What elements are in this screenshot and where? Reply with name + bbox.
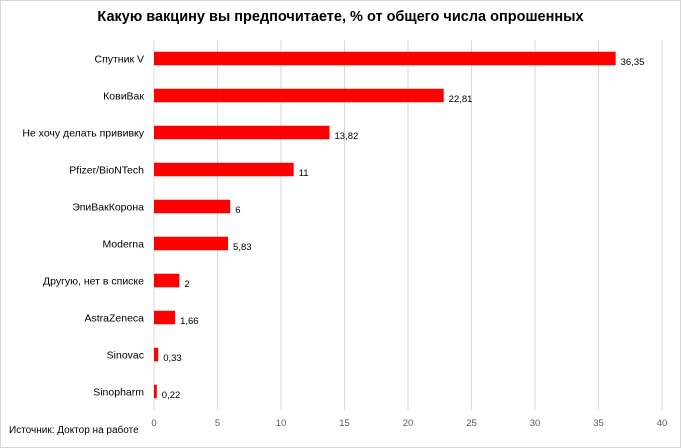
bar <box>154 384 157 399</box>
bar <box>154 125 330 140</box>
bars <box>154 51 616 399</box>
category-label: Sinovac <box>107 350 144 362</box>
x-tick-label: 30 <box>530 418 541 429</box>
data-label: 36,35 <box>621 57 645 68</box>
data-label: 5,83 <box>233 242 252 253</box>
x-tick-label: 10 <box>276 418 287 429</box>
x-tick-label: 25 <box>466 418 477 429</box>
bar <box>154 310 176 325</box>
category-label: Sinopharm <box>93 387 144 399</box>
bar <box>154 88 444 103</box>
category-label: Pfizer/BioNTech <box>69 165 144 177</box>
data-label: 2 <box>184 279 189 290</box>
category-label: КовиВак <box>103 91 144 103</box>
bar <box>154 162 294 177</box>
category-label: Спутник V <box>94 54 144 66</box>
x-tick-label: 35 <box>593 418 604 429</box>
category-label: Moderna <box>103 239 145 251</box>
category-label: Другую, нет в списке <box>43 276 144 288</box>
x-tick-label: 15 <box>339 418 350 429</box>
data-label: 0,33 <box>163 353 182 364</box>
x-tick-label: 20 <box>403 418 414 429</box>
x-tick-label: 0 <box>151 418 156 429</box>
category-label: ЭпиВакКорона <box>72 202 144 214</box>
data-label: 13,82 <box>335 131 359 142</box>
bar <box>154 236 229 251</box>
data-label: 6 <box>235 205 240 216</box>
bar <box>154 51 616 66</box>
data-label: 1,66 <box>180 316 199 327</box>
data-label: 22,81 <box>449 94 473 105</box>
x-tick-label: 40 <box>657 418 668 429</box>
bar <box>154 273 180 288</box>
source-note: Источник: Доктор на работе <box>9 425 139 436</box>
data-label: 11 <box>299 168 309 179</box>
bar <box>154 347 159 362</box>
x-tick-label: 5 <box>215 418 220 429</box>
chart-title: Какую вакцину вы предпочитаете, % от общ… <box>97 9 584 25</box>
category-label: Не хочу делать прививку <box>22 128 144 140</box>
data-label: 0,22 <box>162 390 181 401</box>
category-label: AstraZeneca <box>84 313 144 325</box>
labels: 0 5 10 15 20 25 30 35 40 Спутник V 36,35 КовиВак 22,… <box>22 54 667 430</box>
bar <box>154 199 231 214</box>
